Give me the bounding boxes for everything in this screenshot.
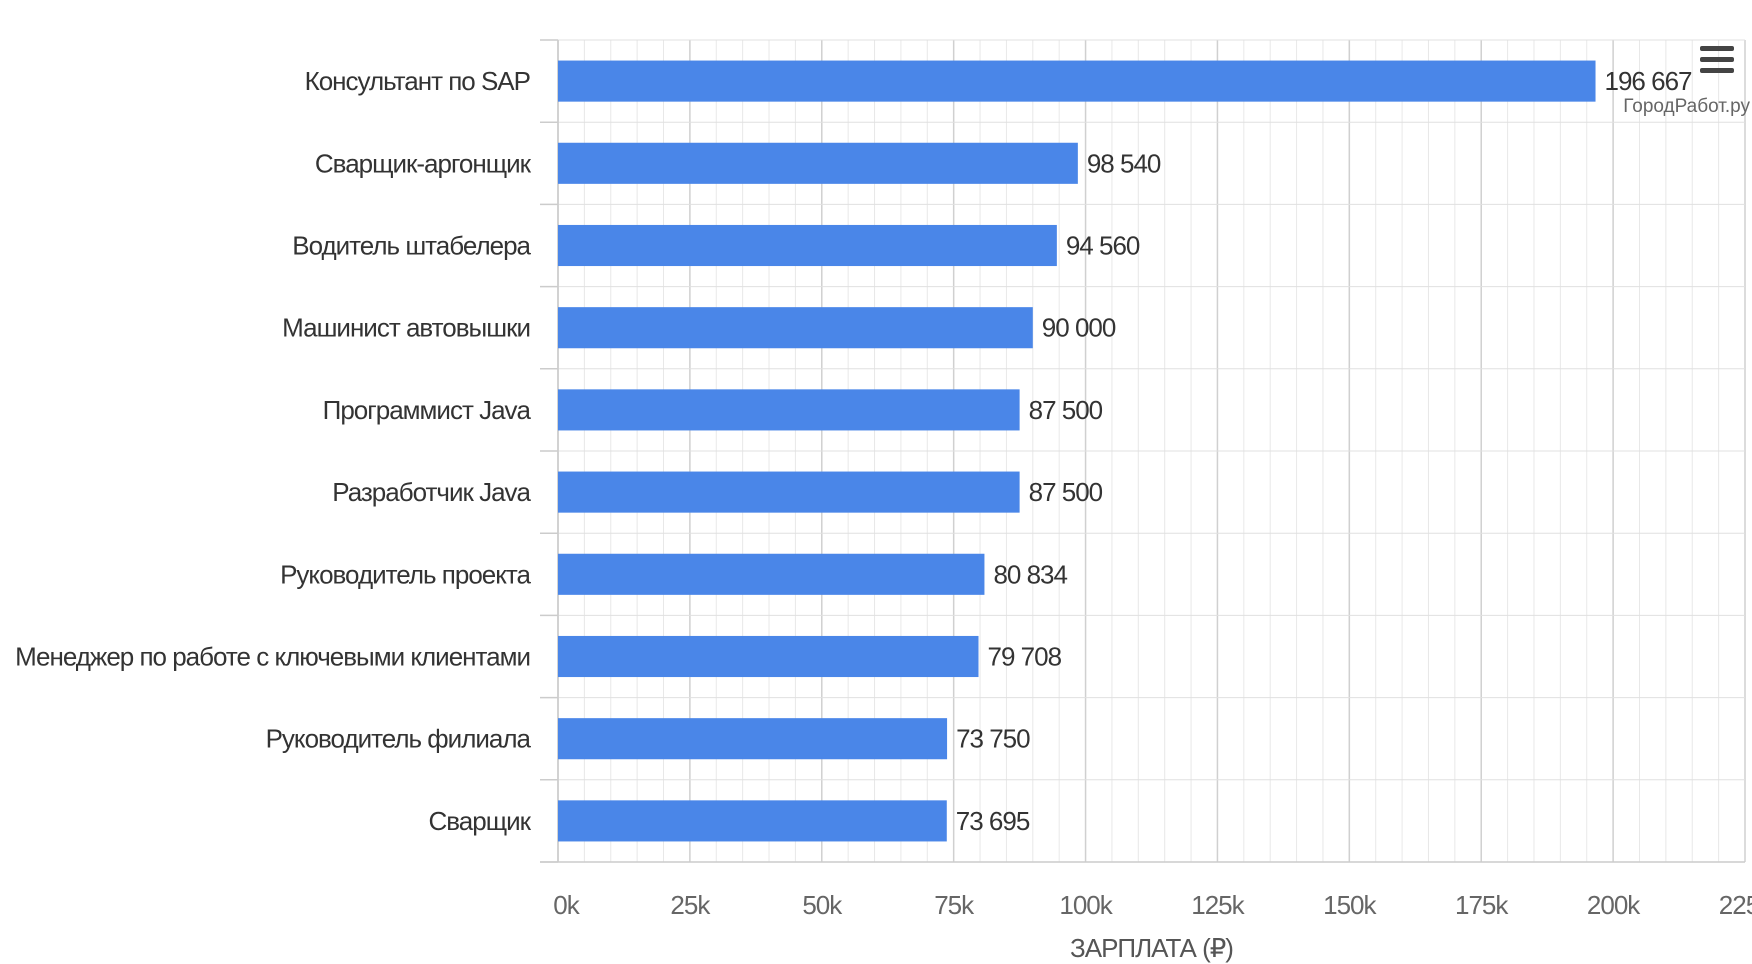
bar [558,635,979,678]
category-label: Водитель штабелера [292,231,531,261]
hamburger-menu-icon[interactable] [1700,46,1734,76]
data-label: 87 500 [1029,477,1103,507]
data-label: 73 695 [956,806,1030,836]
category-label: Консультант по SAP [305,66,530,96]
bar [558,307,1033,349]
bar [558,718,948,760]
data-label: 73 750 [956,724,1030,754]
x-tick-label: 125k [1191,890,1245,920]
x-tick-label: 75k [934,890,975,920]
x-tick-label: 25k [670,890,711,920]
x-tick-label: 225k [1719,890,1752,920]
category-label: Руководитель проекта [280,559,531,589]
credit-label[interactable]: ГородРабот.ру [1623,96,1750,117]
category-label: Разработчик Java [332,477,531,507]
x-tick-label: 100k [1059,890,1113,920]
category-label: Машинист автовышки [282,313,530,343]
bar [558,553,985,595]
x-tick-label: 0k [553,890,580,920]
bar [558,142,1078,184]
data-label: 94 560 [1066,231,1140,261]
category-label: Программист Java [323,395,532,425]
x-tick-label: 50k [802,890,843,920]
x-tick-label: 200k [1587,890,1641,920]
data-label: 80 834 [993,559,1067,589]
bar [558,471,1020,513]
data-label: 196 667 [1605,66,1693,96]
data-label: 87 500 [1029,395,1103,425]
data-label: 98 540 [1087,148,1161,178]
category-label: Руководитель филиала [266,724,532,754]
bar [558,60,1596,102]
x-axis-title: ЗАРПЛАТА (₽) [1070,933,1233,963]
bar [558,800,947,842]
x-tick-label: 150k [1323,890,1377,920]
bar [558,224,1057,267]
category-label: Сварщик-аргонщик [315,148,532,178]
x-tick-label: 175k [1455,890,1509,920]
bar [558,389,1020,431]
category-label: Сварщик [428,806,531,836]
data-label: 79 708 [988,642,1062,672]
data-label: 90 000 [1042,313,1116,343]
category-label: Менеджер по работе с ключевыми клиентами [15,642,530,672]
